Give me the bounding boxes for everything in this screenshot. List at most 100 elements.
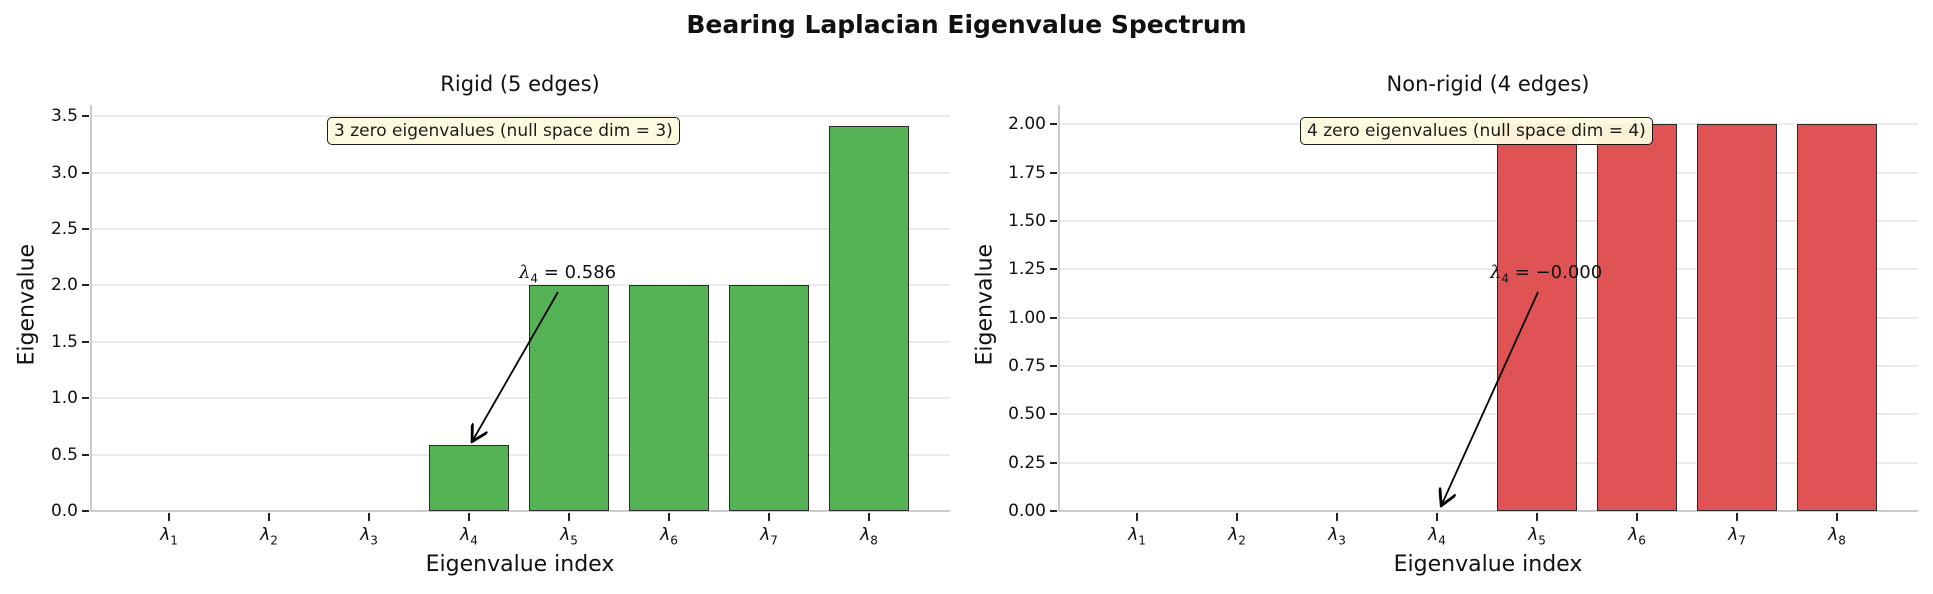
- gridline: [1058, 365, 1918, 367]
- rigid-lambda4-annotation: λ4 = 0.586: [519, 262, 616, 286]
- nonrigid-plot-area: 0.00 0.25 0.50 0.75 1.00 1.25 1.50 1.75 2.00 λ1 λ2…: [1008, 105, 1918, 547]
- x-tick-mark: [368, 513, 370, 521]
- bar-7: [729, 285, 809, 511]
- y-tick-mark: [82, 171, 89, 174]
- x-tick-label: λ4: [1428, 525, 1446, 548]
- gridline: [1058, 220, 1918, 222]
- y-tick-mark: [1050, 220, 1057, 222]
- y-tick-label: 1.75: [1008, 162, 1046, 183]
- x-tick-label: λ4: [460, 525, 478, 548]
- gridline: [90, 453, 950, 456]
- x-tick-mark: [1836, 513, 1838, 521]
- nonrigid-arrow: [1442, 291, 1539, 504]
- figure-title: Bearing Laplacian Eigenvalue Spectrum: [686, 10, 1247, 39]
- x-tick-mark: [1236, 513, 1238, 521]
- gridline: [1058, 171, 1918, 174]
- nonrigid-x-axis-label: Eigenvalue index: [1393, 552, 1583, 577]
- x-tick-label: λ8: [1828, 525, 1846, 548]
- x-tick-label: λ7: [1728, 525, 1746, 548]
- x-tick-mark: [1136, 513, 1138, 521]
- rigid-x-axis-label: Eigenvalue index: [425, 552, 615, 577]
- annotation-value: = −0.000: [1509, 262, 1603, 283]
- lambda-symbol: λ: [519, 262, 531, 283]
- gridline: [1058, 316, 1918, 319]
- y-tick-mark: [1050, 316, 1057, 319]
- y-tick-label: 1.0: [50, 388, 78, 409]
- gridline: [90, 340, 950, 343]
- bar-4: [429, 444, 509, 511]
- x-axis-line: [90, 510, 950, 512]
- x-tick-label: λ6: [660, 525, 678, 548]
- y-tick-mark: [82, 340, 89, 343]
- bar-8: [1797, 124, 1877, 511]
- rigid-plot-area: 0.0 0.5 1.0 1.5 2.0 2.5 3.0 3.5 λ1 λ2 λ3 λ4 λ5 λ6 λ7 λ8: [51, 105, 950, 547]
- gridline: [90, 284, 950, 287]
- x-tick-mark: [168, 513, 170, 521]
- y-tick-label: 1.50: [1008, 211, 1046, 231]
- y-tick-label: 2.5: [50, 219, 78, 240]
- lambda-subscript: 4: [1501, 271, 1510, 286]
- y-tick-mark: [82, 284, 89, 287]
- y-tick-mark: [1050, 365, 1057, 367]
- bar-5: [1497, 124, 1577, 511]
- y-tick-mark: [1050, 461, 1057, 464]
- x-tick-mark: [868, 513, 870, 521]
- bar-5: [529, 285, 609, 511]
- nonrigid-info-box: 4 zero eigenvalues (null space dim = 4): [1300, 117, 1653, 145]
- y-tick-label: 0.5: [50, 444, 78, 465]
- x-tick-label: λ6: [1628, 525, 1646, 548]
- nonrigid-lambda4-annotation: λ4 = −0.000: [1490, 262, 1602, 286]
- y-axis-line: [1058, 105, 1060, 511]
- gridline: [90, 397, 950, 400]
- x-tick-label: λ8: [860, 525, 878, 548]
- y-tick-label: 3.5: [50, 106, 78, 127]
- bar-6: [1597, 124, 1677, 511]
- gridline: [90, 228, 950, 231]
- y-tick-mark: [1050, 510, 1057, 512]
- x-tick-label: λ5: [1528, 525, 1546, 548]
- x-tick-mark: [1536, 513, 1538, 521]
- y-tick-label: 0.75: [1008, 356, 1046, 376]
- nonrigid-panel-title: Non-rigid (4 edges): [1386, 72, 1590, 96]
- y-tick-label: 2.0: [50, 275, 78, 296]
- x-tick-label: λ3: [360, 525, 378, 548]
- bar-7: [1697, 124, 1777, 511]
- x-tick-label: λ7: [760, 525, 778, 548]
- bar-8: [829, 125, 909, 511]
- gridline: [1058, 413, 1918, 416]
- x-tick-mark: [668, 513, 670, 521]
- rigid-arrow: [473, 291, 559, 440]
- x-tick-mark: [1736, 513, 1738, 521]
- y-tick-label: 1.00: [1008, 307, 1046, 328]
- x-tick-label: λ3: [1328, 525, 1346, 548]
- rigid-panel-title: Rigid (5 edges): [440, 72, 600, 96]
- y-tick-mark: [1050, 171, 1057, 174]
- y-tick-mark: [82, 228, 89, 231]
- lambda-symbol: λ: [1490, 262, 1502, 283]
- gridline: [1058, 268, 1918, 271]
- x-tick-mark: [1636, 513, 1638, 521]
- y-tick-mark: [1050, 123, 1057, 126]
- x-tick-label: λ1: [160, 525, 178, 548]
- gridline: [90, 171, 950, 174]
- y-tick-mark: [1050, 268, 1057, 271]
- x-tick-mark: [468, 513, 470, 521]
- lambda-subscript: 4: [530, 271, 539, 286]
- y-tick-mark: [82, 397, 89, 400]
- y-tick-label: 2.00: [1008, 114, 1046, 135]
- y-tick-label: 1.25: [1008, 259, 1046, 280]
- x-tick-mark: [568, 513, 570, 521]
- rigid-info-box: 3 zero eigenvalues (null space dim = 3): [327, 117, 680, 145]
- x-tick-mark: [1336, 513, 1338, 521]
- y-tick-label: 1.5: [50, 331, 78, 352]
- x-tick-label: λ2: [260, 525, 278, 548]
- y-axis-line: [90, 105, 92, 511]
- x-tick-mark: [768, 513, 770, 521]
- x-axis-line: [1058, 510, 1918, 512]
- y-tick-label: 0.50: [1008, 404, 1046, 425]
- y-tick-label: 0.25: [1008, 452, 1046, 473]
- annotation-value: = 0.586: [538, 262, 617, 283]
- x-tick-mark: [1436, 513, 1438, 521]
- y-tick-mark: [82, 453, 89, 456]
